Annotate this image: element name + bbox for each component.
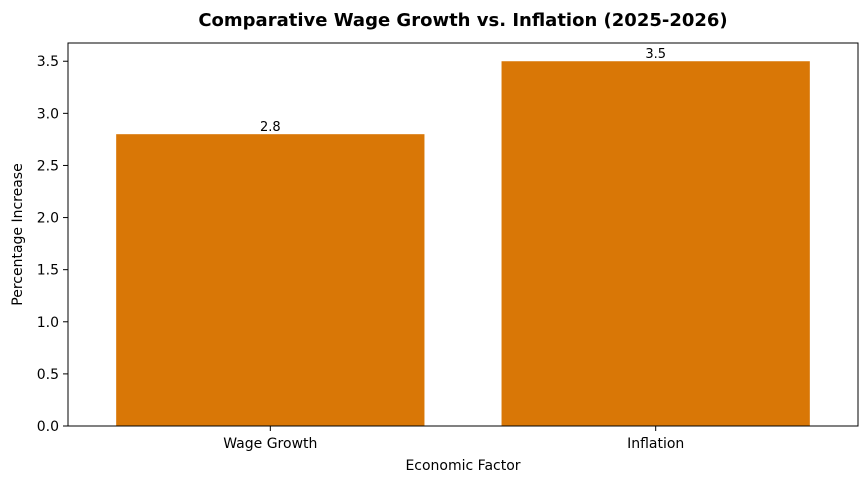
bars-layer: 2.8 3.5 bbox=[116, 47, 810, 426]
y-tick-label: 0.0 bbox=[37, 419, 59, 435]
y-tick-label: 1.5 bbox=[37, 263, 59, 279]
y-tick-label: 3.5 bbox=[37, 54, 59, 70]
y-axis-label: Percentage Increase bbox=[10, 163, 26, 305]
data-label: 3.5 bbox=[645, 47, 666, 62]
data-label: 2.8 bbox=[260, 120, 281, 135]
plot-frame bbox=[67, 42, 859, 427]
y-tick-label: 1.0 bbox=[37, 315, 59, 331]
y-tick-label: 3.0 bbox=[37, 106, 59, 122]
bar-wage-growth bbox=[116, 134, 425, 426]
y-tick-label: 2.0 bbox=[37, 211, 59, 227]
x-axis-label: Economic Factor bbox=[405, 458, 520, 474]
x-tick-label: Inflation bbox=[627, 436, 684, 452]
y-tick-label: 0.5 bbox=[37, 367, 59, 383]
chart-title: Comparative Wage Growth vs. Inflation (2… bbox=[198, 10, 727, 31]
y-tick-label: 2.5 bbox=[37, 158, 59, 174]
bar-inflation bbox=[501, 61, 810, 426]
x-tick-label: Wage Growth bbox=[223, 436, 317, 452]
ticks-layer: Wage Growth Inflation 0.0 0.5 1.0 1.5 2.0 2.5 3.… bbox=[37, 54, 685, 452]
